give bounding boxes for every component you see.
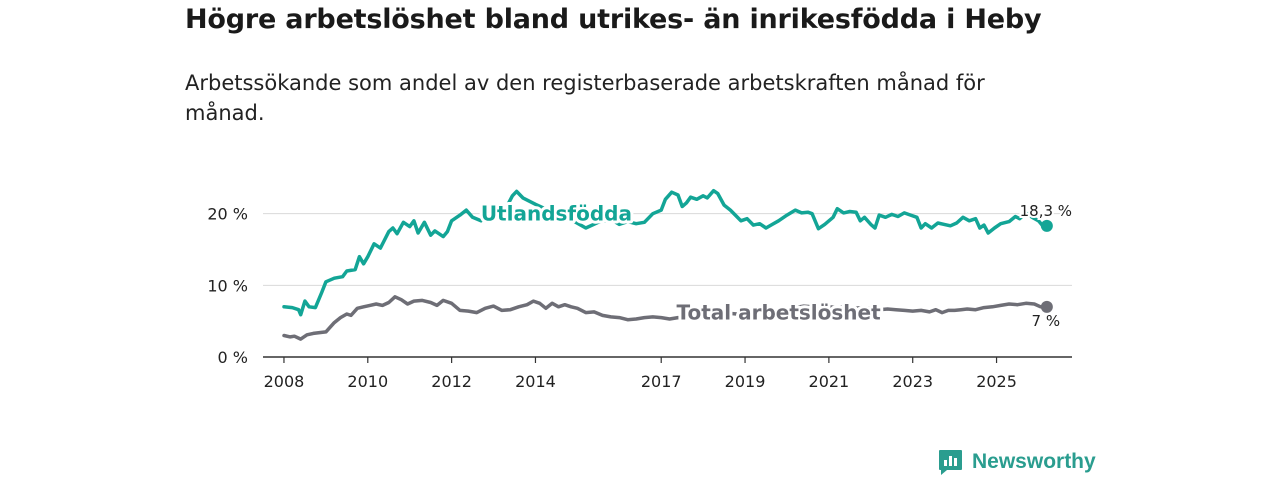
series-end-label: 18,3 %: [1020, 202, 1072, 220]
series-label: Utlandsfödda: [481, 202, 632, 226]
brand-name: Newsworthy: [972, 450, 1096, 473]
series-label: Total arbetslöshet: [676, 301, 881, 325]
x-tick-label: 2010: [347, 372, 388, 391]
y-tick-label: 10 %: [207, 276, 248, 295]
x-tick-label: 2017: [641, 372, 682, 391]
y-tick-label: 20 %: [207, 205, 248, 224]
x-tick-label: 2014: [515, 372, 556, 391]
x-tick-label: 2012: [431, 372, 472, 391]
series-line-utlandsfödda: [282, 188, 1049, 317]
x-tick-label: 2023: [892, 372, 933, 391]
brand-logo: Newsworthy: [937, 448, 1096, 476]
page-subtitle: Arbetssökande som andel av den registerb…: [185, 71, 985, 125]
series-end-point: [1040, 300, 1053, 313]
y-tick-label: 0 %: [218, 348, 248, 367]
newsworthy-logo-icon: [939, 450, 962, 475]
series-end-label: 7 %: [1032, 312, 1061, 330]
x-tick-label: 2019: [725, 372, 766, 391]
series-line-total-arbetslöshet: [282, 295, 1049, 341]
x-tick-label: 2021: [809, 372, 850, 391]
x-tick-label: 2008: [264, 372, 305, 391]
x-tick-label: 2025: [976, 372, 1017, 391]
page-title: Högre arbetslöshet bland utrikes- än inr…: [185, 4, 1042, 35]
series-end-point: [1040, 219, 1053, 232]
